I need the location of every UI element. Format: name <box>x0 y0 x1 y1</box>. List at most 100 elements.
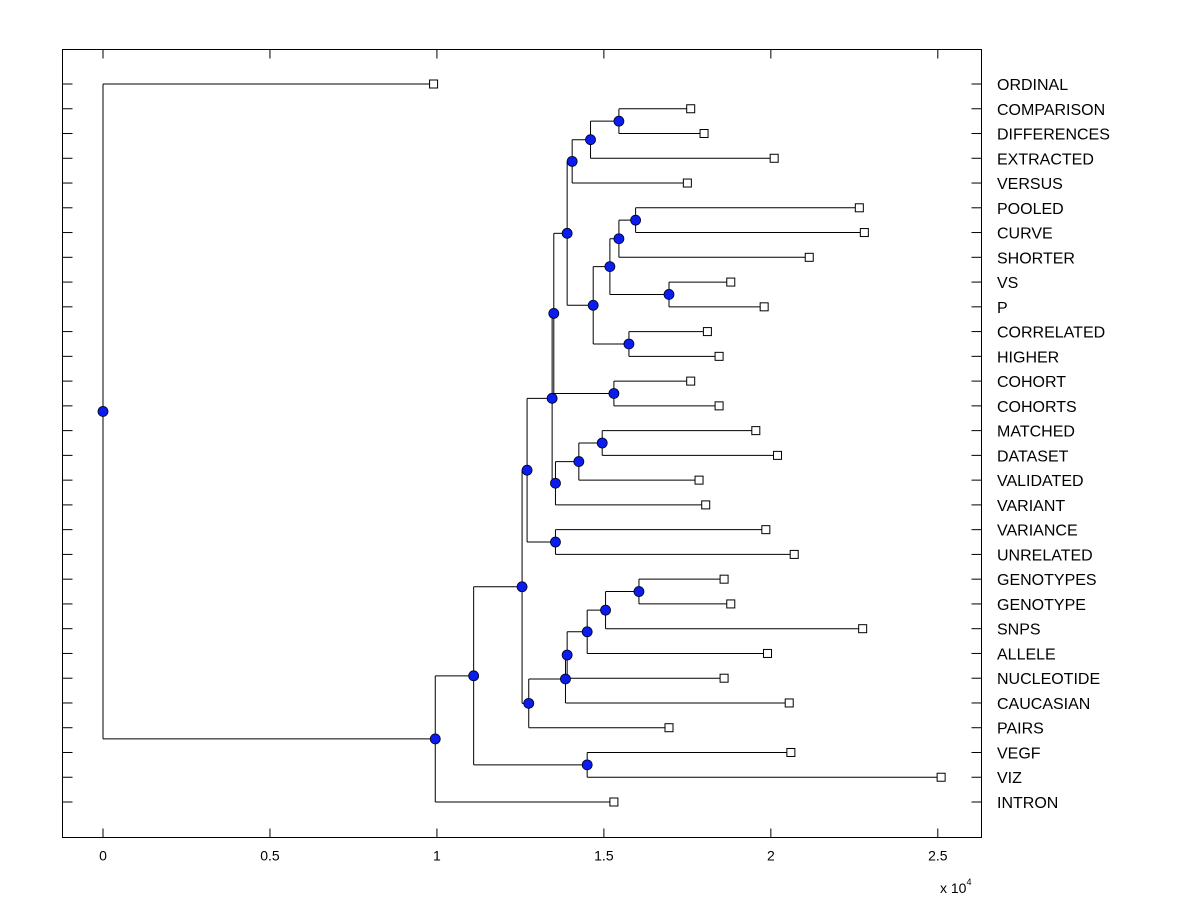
leaf-marker <box>854 203 864 213</box>
merge-node <box>561 227 573 239</box>
x-axis-multiplier: x 104 <box>940 877 971 896</box>
leaf-label: NUCLEOTIDE <box>997 671 1100 688</box>
x-tick-label: 2 <box>767 848 775 864</box>
leaf-marker <box>761 525 771 535</box>
x-axis-ticks: 0 0.5 1 1.5 2 2.5 <box>99 49 948 864</box>
merge-node <box>523 697 535 709</box>
merge-node <box>97 406 109 417</box>
leaf-marker <box>664 723 674 733</box>
leaf-marker <box>701 500 711 510</box>
leaf-marker <box>804 252 814 262</box>
leaf-label: VIZ <box>997 770 1022 787</box>
merge-node <box>608 388 620 399</box>
leaf-marker <box>686 376 696 386</box>
leaf-label: CURVE <box>997 226 1053 243</box>
leaf-marker <box>936 772 946 782</box>
y-axis-ticks <box>62 83 982 803</box>
leaf-label: DATASET <box>997 448 1069 465</box>
leaf-marker <box>786 747 796 757</box>
leaf-marker <box>773 450 783 460</box>
leaf-marker <box>763 648 773 658</box>
leaf-label: POOLED <box>997 201 1064 218</box>
leaf-marker <box>726 599 736 609</box>
merge-node <box>585 134 596 146</box>
leaf-label: DIFFERENCES <box>997 127 1110 144</box>
leaf-label: VARIANCE <box>997 523 1078 540</box>
leaf-label: UNRELATED <box>997 547 1093 564</box>
x-tick-label: 2.5 <box>928 848 948 864</box>
merge-node <box>604 261 616 272</box>
merge-node <box>429 733 441 745</box>
x-tick-label: 1 <box>433 848 441 864</box>
merge-node <box>546 392 558 404</box>
leaf-label: MATCHED <box>997 424 1075 441</box>
leaf-marker <box>429 79 439 89</box>
leaf-labels: ORDINAL COMPARISON DIFFERENCES EXTRACTED VER… <box>997 77 1110 812</box>
leaf-label: HIGHER <box>997 349 1059 366</box>
leaf-marker <box>784 698 794 708</box>
leaf-marker <box>726 277 736 287</box>
leaf-label: VALIDATED <box>997 473 1084 490</box>
leaf-label: CORRELATED <box>997 325 1105 342</box>
leaf-marker <box>714 401 724 411</box>
leaf-label: ORDINAL <box>997 77 1068 94</box>
merge-node <box>550 536 561 548</box>
leaf-marker <box>699 129 709 139</box>
leaf-marker <box>751 426 761 436</box>
leaf-label: INTRON <box>997 795 1058 812</box>
leaf-marker <box>719 574 729 584</box>
merge-node <box>613 233 625 245</box>
merge-node <box>521 464 533 476</box>
leaf-label: VARIANT <box>997 498 1065 515</box>
dendrogram-branches <box>102 83 942 803</box>
merge-node <box>633 586 645 597</box>
plot-frame <box>62 49 982 838</box>
merge-node <box>566 155 578 167</box>
leaf-marker <box>719 673 729 683</box>
leaf-label: CAUCASIAN <box>997 696 1090 713</box>
x-tick-label: 1.5 <box>594 848 614 864</box>
leaf-label: EXTRACTED <box>997 151 1094 168</box>
leaf-label: COHORTS <box>997 399 1077 416</box>
leaf-label: VEGF <box>997 745 1041 762</box>
merge-node <box>550 477 561 489</box>
leaf-label: SHORTER <box>997 250 1075 267</box>
leaf-label: VS <box>997 275 1018 292</box>
x-tick-label: 0 <box>99 848 107 864</box>
merge-node <box>587 299 599 311</box>
merge-node <box>468 670 480 682</box>
merge-node <box>596 437 608 449</box>
leaf-marker <box>702 327 712 337</box>
leaf-marker <box>759 302 769 312</box>
merge-node <box>516 581 528 593</box>
leaf-marker <box>714 351 724 361</box>
merge-node <box>581 626 593 638</box>
leaf-marker <box>694 475 704 485</box>
leaf-marker <box>682 178 692 188</box>
merge-node <box>630 214 642 226</box>
leaf-marker <box>686 104 696 114</box>
merge-node <box>573 456 585 467</box>
merge-node <box>600 604 611 616</box>
leaf-label: VERSUS <box>997 176 1063 193</box>
merge-node <box>548 308 560 319</box>
leaf-label: COMPARISON <box>997 102 1105 119</box>
leaf-markers <box>429 79 946 807</box>
leaf-marker <box>789 549 799 559</box>
leaf-label: GENOTYPES <box>997 572 1097 589</box>
merge-node <box>581 759 593 771</box>
x-tick-label: 0.5 <box>260 848 280 864</box>
merge-node <box>560 673 571 685</box>
leaf-marker <box>859 228 869 238</box>
merge-nodes <box>97 115 675 771</box>
merge-node <box>561 649 573 661</box>
leaf-label: COHORT <box>997 374 1066 391</box>
leaf-label: ALLELE <box>997 646 1056 663</box>
leaf-marker <box>769 153 779 163</box>
leaf-label: GENOTYPE <box>997 597 1086 614</box>
leaf-label: P <box>997 300 1008 317</box>
leaf-label: SNPS <box>997 622 1041 639</box>
leaf-marker <box>609 797 619 807</box>
merge-node <box>623 338 635 350</box>
